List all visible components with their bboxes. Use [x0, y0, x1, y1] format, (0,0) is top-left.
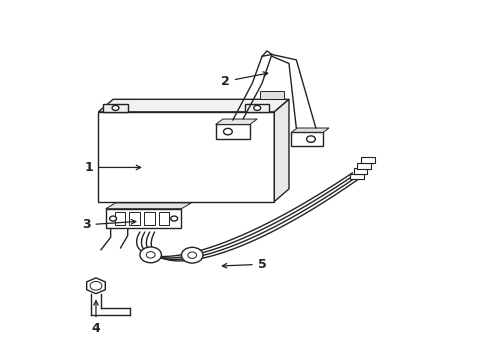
Circle shape [110, 216, 117, 221]
Bar [129, 212, 140, 225]
Bar [144, 212, 155, 225]
Circle shape [146, 252, 155, 258]
Circle shape [181, 247, 203, 263]
Bar [103, 104, 128, 112]
Bar [354, 168, 368, 174]
Polygon shape [98, 99, 289, 112]
Bar [159, 212, 169, 225]
Bar [98, 112, 274, 202]
Bar [350, 174, 364, 179]
Circle shape [223, 129, 232, 135]
Text: 1: 1 [84, 161, 141, 174]
Polygon shape [292, 128, 329, 132]
Bar [115, 212, 125, 225]
Circle shape [90, 282, 102, 290]
Bar [245, 104, 270, 112]
Polygon shape [274, 99, 289, 202]
Polygon shape [216, 119, 257, 125]
Circle shape [171, 216, 177, 221]
Text: 3: 3 [82, 218, 136, 231]
Circle shape [140, 247, 161, 263]
Text: 5: 5 [222, 258, 267, 271]
Circle shape [188, 252, 196, 258]
Text: 2: 2 [221, 72, 268, 88]
Bar [216, 125, 250, 139]
Bar [292, 132, 323, 146]
Bar [357, 163, 371, 168]
Polygon shape [260, 91, 284, 99]
Bar [106, 209, 181, 228]
Circle shape [307, 136, 316, 142]
Circle shape [254, 105, 261, 111]
Polygon shape [106, 203, 191, 209]
Circle shape [112, 105, 119, 111]
Text: 4: 4 [92, 301, 100, 335]
Bar [361, 157, 375, 163]
